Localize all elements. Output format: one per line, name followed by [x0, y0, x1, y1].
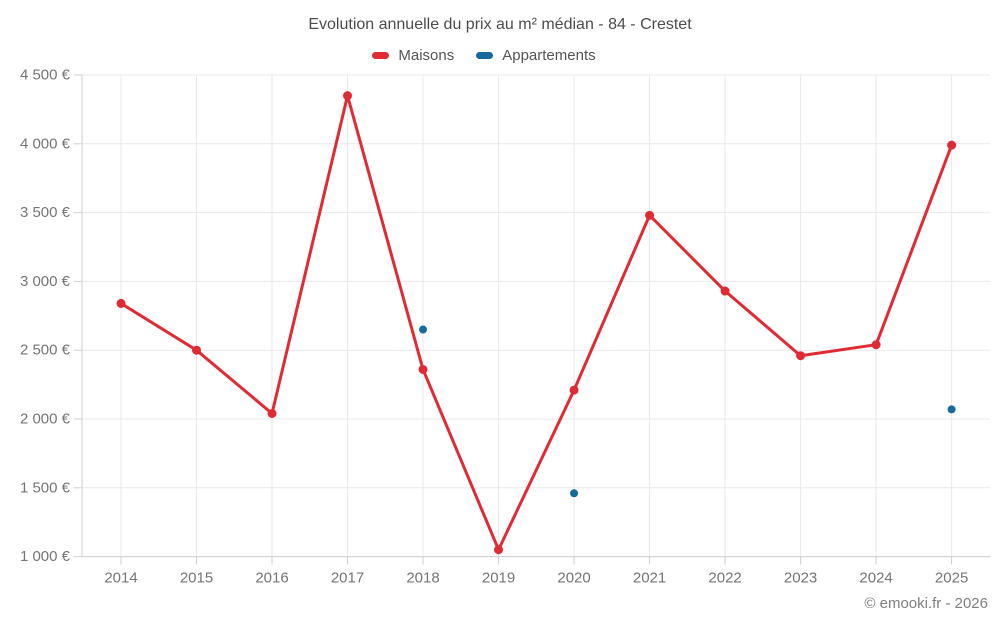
y-tick-label: 4 000 €: [20, 135, 71, 152]
legend-item-maisons[interactable]: Maisons: [372, 47, 454, 64]
x-tick-label: 2018: [406, 570, 439, 587]
data-point-maisons-2024[interactable]: [871, 340, 881, 350]
x-tick-label: 2022: [708, 570, 741, 587]
gridlines: [82, 74, 990, 558]
legend-label: Maisons: [398, 47, 455, 64]
x-tick-label: 2023: [784, 570, 817, 587]
x-tick-label: 2014: [104, 570, 137, 587]
data-point-maisons-2017[interactable]: [343, 91, 353, 101]
data-point-maisons-2023[interactable]: [796, 351, 806, 361]
axis-labels: 1 000 € 1 500 € 2 000 € 2 500 € 3 000 € 3 500…: [20, 67, 968, 587]
y-tick-label: 3 500 €: [20, 204, 71, 221]
x-tick-label: 2025: [935, 570, 968, 587]
copyright-watermark: © emooki.fr - 2026: [864, 595, 988, 612]
series-appartements: [419, 325, 956, 498]
x-tick-label: 2021: [633, 570, 666, 587]
legend-item-appartements[interactable]: Appartements: [476, 47, 596, 64]
y-tick-label: 1 000 €: [20, 548, 71, 565]
chart-title: Evolution annuelle du prix au m² médian …: [308, 16, 692, 33]
series: [116, 91, 957, 555]
data-point-appartements-2018[interactable]: [419, 325, 428, 334]
series-maisons: [116, 91, 957, 555]
data-point-maisons-2020[interactable]: [569, 385, 579, 395]
legend-marker-maisons: [372, 52, 390, 59]
x-tick-label: 2015: [180, 570, 213, 587]
axes: [74, 74, 990, 565]
chart-legend: Maisons Appartements: [0, 47, 968, 64]
y-tick-label: 3 000 €: [20, 273, 71, 290]
data-point-maisons-2015[interactable]: [192, 345, 202, 355]
x-tick-label: 2017: [331, 570, 364, 587]
y-tick-label: 1 500 €: [20, 479, 71, 496]
data-point-appartements-2020[interactable]: [570, 489, 579, 498]
data-point-maisons-2018[interactable]: [418, 364, 428, 374]
legend-label: Appartements: [502, 47, 596, 64]
data-point-maisons-2025[interactable]: [947, 140, 957, 150]
data-point-maisons-2014[interactable]: [116, 298, 126, 308]
legend-marker-appartements: [476, 52, 494, 59]
y-tick-label: 4 500 €: [20, 67, 71, 84]
data-point-appartements-2025[interactable]: [947, 405, 956, 414]
series-line-maisons: [119, 94, 954, 552]
data-point-maisons-2021[interactable]: [645, 210, 655, 220]
data-point-maisons-2019[interactable]: [494, 545, 504, 555]
x-tick-label: 2020: [557, 570, 590, 587]
y-tick-label: 2 500 €: [20, 342, 71, 359]
y-tick-label: 2 000 €: [20, 411, 71, 428]
data-point-maisons-2016[interactable]: [267, 408, 277, 418]
x-tick-label: 2019: [482, 570, 515, 587]
x-tick-label: 2016: [255, 570, 288, 587]
x-tick-label: 2024: [859, 570, 892, 587]
data-point-maisons-2022[interactable]: [720, 286, 730, 296]
